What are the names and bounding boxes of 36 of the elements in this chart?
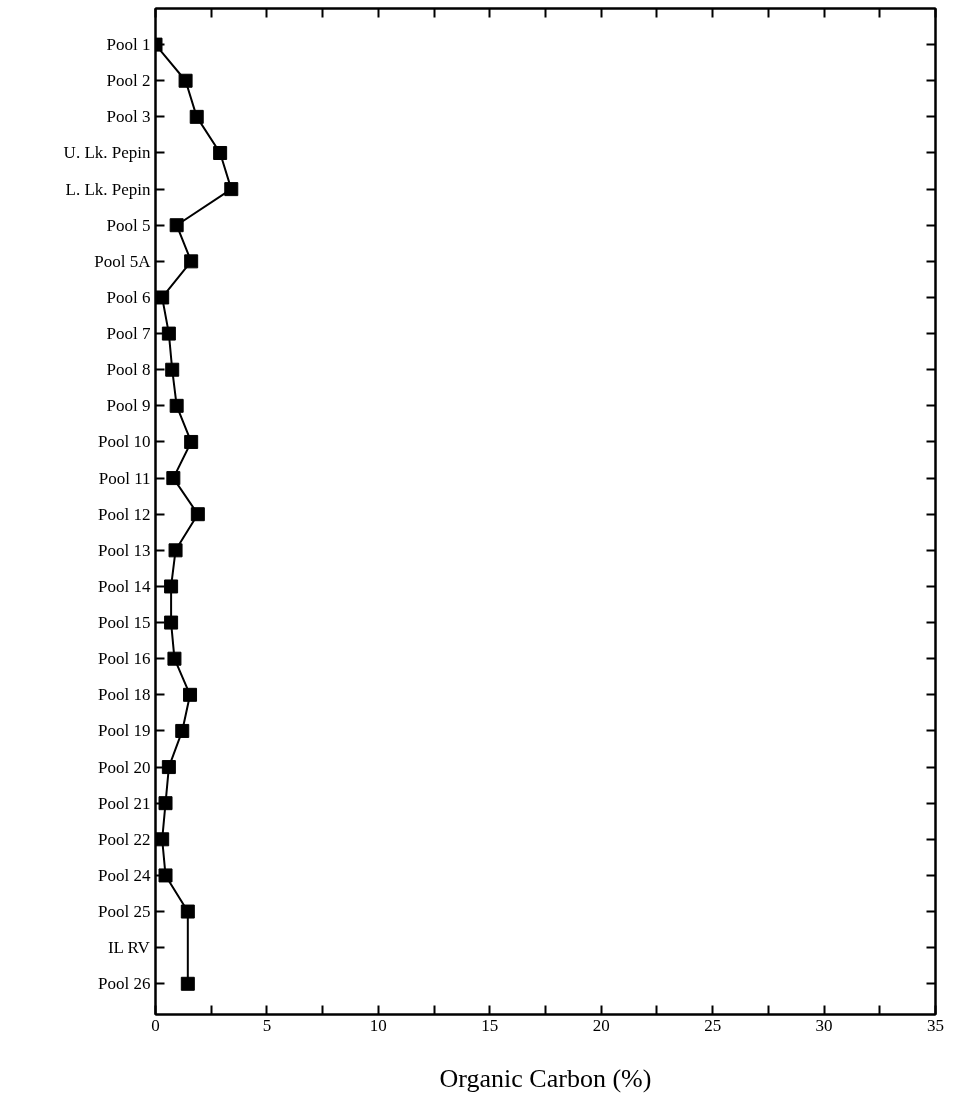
y-tick-label: Pool 13	[98, 540, 151, 560]
y-tick-label: L. Lk. Pepin	[65, 179, 151, 199]
y-tick-label: Pool 15	[98, 613, 151, 633]
x-tick-label: 0	[151, 1015, 160, 1035]
x-axis-title: Organic Carbon (%)	[439, 1063, 652, 1093]
y-tick-label: Pool 8	[106, 360, 151, 380]
x-tick-label: 5	[262, 1015, 272, 1035]
y-tick-label: Pool 19	[98, 721, 151, 741]
y-tick-label: Pool 24	[98, 865, 151, 885]
y-tick-label: Pool 11	[98, 468, 151, 488]
x-tick-label: 10	[369, 1015, 387, 1035]
y-tick-label: Pool 1	[106, 35, 151, 55]
y-tick-label: Pool 14	[98, 576, 151, 596]
y-tick-label: Pool 3	[106, 107, 151, 127]
y-tick-label: IL RV	[107, 938, 151, 958]
y-tick-label: Pool 20	[98, 757, 151, 777]
y-tick-label: Pool 16	[98, 649, 151, 669]
y-tick-label: Pool 9	[106, 396, 151, 416]
y-tick-label: Pool 6	[106, 287, 151, 307]
x-tick-label: 25	[704, 1015, 722, 1035]
x-tick-label: 20	[592, 1015, 610, 1035]
y-tick-label: Pool 18	[98, 685, 151, 705]
x-tick-label: 15	[481, 1015, 499, 1035]
y-tick-label: U. Lk. Pepin	[63, 143, 151, 163]
y-tick-label: Pool 25	[98, 902, 151, 922]
y-tick-label: Pool 5A	[94, 251, 152, 271]
y-tick-label: Pool 21	[98, 793, 151, 813]
y-tick-label: Pool 10	[98, 432, 151, 452]
x-tick-label: 35	[927, 1015, 944, 1035]
y-tick-label: Pool 12	[98, 504, 151, 524]
y-tick-label: Pool 26	[98, 974, 151, 994]
y-tick-label: Pool 7	[106, 324, 151, 344]
y-tick-label: Pool 22	[98, 829, 151, 849]
x-tick-label: 30	[815, 1015, 833, 1035]
y-tick-label: Pool 5	[106, 215, 151, 235]
y-tick-label: Pool 2	[106, 71, 151, 91]
